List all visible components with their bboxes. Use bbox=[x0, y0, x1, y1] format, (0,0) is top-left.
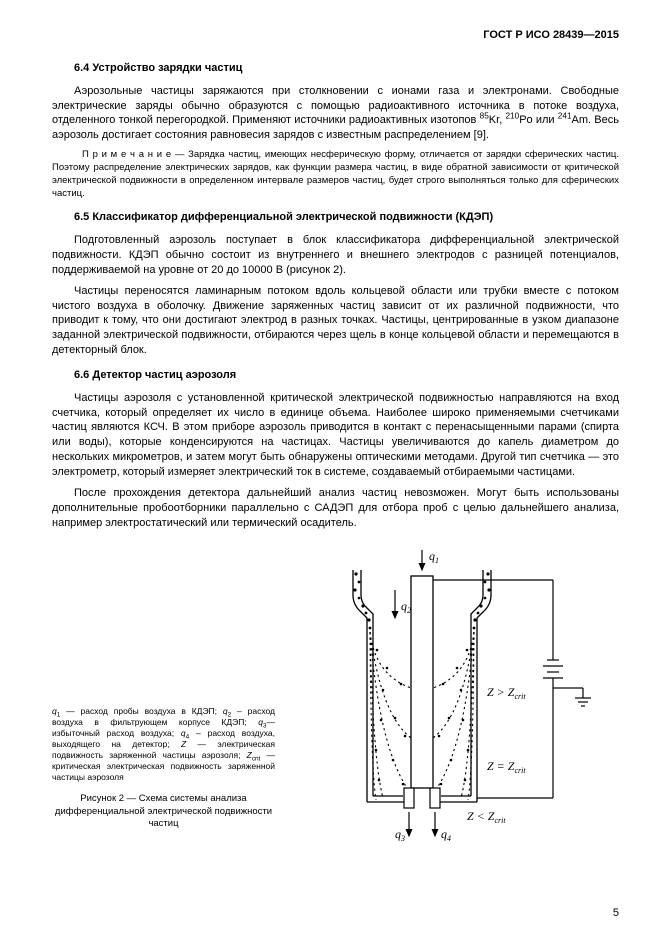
dma-schematic: q1 q2 q3 q4 Z > Zcrit Z = Zcrit Z < Zcri… bbox=[303, 540, 603, 850]
figure-caption-column: q1 — расход пробы воздуха в КДЭП; q2 – р… bbox=[52, 540, 287, 850]
figure-legend: q1 — расход пробы воздуха в КДЭП; q2 – р… bbox=[52, 706, 275, 783]
section-6-5-para-1: Подготовленный аэрозоль поступает в блок… bbox=[52, 233, 619, 278]
svg-text:q1: q1 bbox=[429, 549, 439, 565]
section-6-6-para-2: После прохождения детектора дальнейший а… bbox=[52, 486, 619, 531]
section-6-6-para-1: Частицы аэрозоля с установленной критиче… bbox=[52, 391, 619, 480]
svg-text:Z > Zcrit: Z > Zcrit bbox=[487, 685, 526, 701]
section-6-4-note: П р и м е ч а н и е — Зарядка частиц, им… bbox=[52, 149, 619, 200]
section-6-4-title: 6.4 Устройство зарядки частиц bbox=[74, 61, 619, 76]
section-6-5-title: 6.5 Классификатор дифференциальной элект… bbox=[74, 210, 619, 225]
figure-title: Рисунок 2 — Схема системы анализа диффер… bbox=[52, 793, 275, 830]
svg-text:Z < Zcrit: Z < Zcrit bbox=[467, 809, 506, 825]
section-6-4-para-1: Аэрозольные частицы заряжаются при столк… bbox=[52, 84, 619, 143]
svg-text:q3: q3 bbox=[395, 827, 405, 843]
page-number: 5 bbox=[613, 906, 619, 921]
svg-text:Z = Zcrit: Z = Zcrit bbox=[487, 759, 526, 775]
section-6-6-title: 6.6 Детектор частиц аэрозоля bbox=[74, 368, 619, 383]
figure-diagram: q1 q2 q3 q4 Z > Zcrit Z = Zcrit Z < Zcri… bbox=[287, 540, 619, 850]
document-header: ГОСТ Р ИСО 28439—2015 bbox=[52, 28, 619, 43]
svg-text:q4: q4 bbox=[441, 827, 451, 843]
svg-text:q2: q2 bbox=[401, 599, 411, 615]
section-6-5-para-2: Частицы переносятся ламинарным потоком в… bbox=[52, 284, 619, 358]
figure-area: q1 — расход пробы воздуха в КДЭП; q2 – р… bbox=[52, 540, 619, 850]
